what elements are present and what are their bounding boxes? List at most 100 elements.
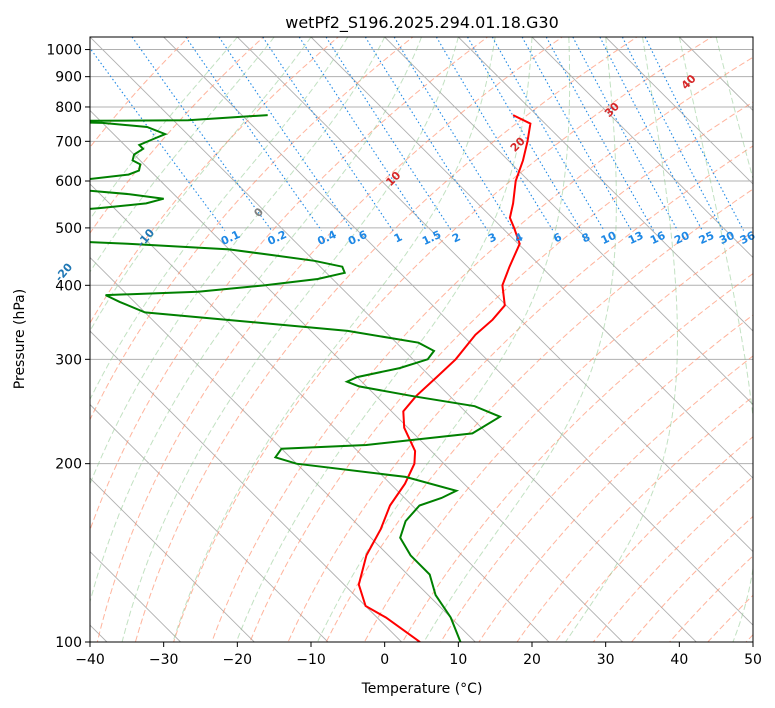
dry-adiabat [90, 37, 489, 532]
dewpoint-profile-line [90, 114, 503, 642]
dry-adiabat [90, 37, 190, 149]
isotherm [90, 183, 550, 642]
moist-adiabat [90, 37, 349, 401]
moist-adiabat [90, 37, 275, 273]
mixing-ratio-label: 1 [392, 230, 404, 245]
mixing-ratio-label: 4 [513, 230, 526, 245]
mixing-ratio-label: 8 [580, 230, 592, 245]
dry-adiabat [771, 35, 775, 656]
x-tick-label: −30 [149, 652, 179, 668]
background-lines [90, 35, 775, 656]
mixing-ratio-line [262, 37, 394, 231]
line-labels: -100-90-80-70-60-50-40-30-20-100.10.20.4… [52, 72, 758, 284]
moist-adiabat [317, 37, 571, 642]
dry-adiabat [90, 37, 265, 234]
dry-adiabat [592, 476, 753, 642]
mixing-ratio-label: 0.2 [266, 228, 289, 248]
y-tick-label: 500 [55, 221, 82, 237]
isotherm [237, 37, 753, 553]
isotherm [90, 109, 623, 642]
y-tick-label: 800 [55, 100, 82, 116]
isotherm [163, 37, 753, 626]
isotherm [752, 37, 753, 38]
mixing-ratio-line [599, 37, 703, 231]
dry-adiabat [630, 515, 753, 642]
moist-adiabat-label: 40 [679, 72, 699, 92]
dry-adiabat [325, 188, 753, 642]
x-axis: −40 −30 −20 −10 0 10 20 30 40 50 [75, 642, 762, 668]
x-tick-label: 40 [670, 652, 688, 668]
mixing-ratio-label: 10 [599, 229, 619, 247]
mixing-ratio-line [572, 37, 679, 231]
y-tick-label: 1000 [46, 43, 82, 59]
isotherm [90, 403, 329, 642]
dry-adiabat [440, 314, 753, 642]
x-tick-label: 50 [744, 652, 762, 668]
moist-adiabat [90, 37, 312, 332]
moist-adiabat [678, 37, 753, 642]
mixing-ratio-label: 16 [648, 229, 668, 247]
moist-adiabat [715, 37, 753, 181]
dry-adiabat [401, 273, 753, 642]
mixing-ratio-label: 25 [697, 229, 716, 247]
x-tick-label: −20 [223, 652, 253, 668]
isotherm [384, 37, 753, 406]
dry-adiabat [173, 37, 713, 642]
isotherm [679, 37, 753, 112]
y-tick-label: 600 [55, 174, 82, 190]
mixing-ratio-line [435, 37, 554, 231]
isotherm [531, 37, 753, 259]
moist-adiabat [423, 37, 617, 642]
dry-adiabat [516, 395, 753, 642]
mixing-ratio-label: 0.1 [219, 228, 242, 248]
moist-adiabat [90, 37, 238, 221]
x-tick-label: −10 [296, 652, 326, 668]
dry-adiabat [134, 37, 638, 642]
mixing-ratio-label: 0.4 [315, 228, 338, 248]
dry-adiabat [363, 231, 753, 642]
moist-adiabat [565, 37, 678, 642]
moist-adiabat [121, 37, 459, 642]
isotherm [605, 37, 753, 185]
mixing-ratio-line [621, 37, 724, 231]
dry-adiabat [211, 56, 753, 642]
moist-adiabat [90, 37, 386, 486]
mixing-ratio-line [298, 37, 428, 231]
mixing-ratio-label: 36 [738, 229, 758, 247]
mixing-ratio-line [393, 37, 515, 231]
mixing-ratio-label: 2 [450, 230, 462, 245]
mixing-ratio-label: 20 [672, 229, 692, 247]
mixing-ratio-label: 6 [551, 230, 564, 245]
profile-series [90, 114, 532, 642]
mixing-ratio-label: 0.6 [346, 228, 369, 248]
dry-adiabat [96, 37, 564, 642]
y-tick-label: 100 [55, 635, 82, 651]
moist-adiabat [235, 37, 533, 642]
y-tick-label: 900 [55, 70, 82, 86]
dry-adiabat [707, 594, 753, 642]
mixing-ratio-line [491, 37, 605, 231]
mixing-ratio-line [325, 37, 452, 231]
mixing-ratio-label: 13 [626, 229, 645, 247]
dry-adiabat [249, 101, 753, 642]
dry-adiabat-label: -10 [134, 226, 157, 250]
dry-adiabat [287, 145, 753, 642]
x-tick-label: 30 [597, 652, 615, 668]
moist-adiabat [172, 37, 496, 642]
chart-title: wetPf2_S196.2025.294.01.18.G30 [285, 13, 559, 33]
dry-adiabat [90, 37, 414, 421]
moist-adiabat [90, 37, 422, 604]
y-tick-label: 200 [55, 457, 82, 473]
x-tick-label: 10 [449, 652, 467, 668]
mixing-ratio-line [131, 37, 273, 231]
plot-frame [89, 36, 754, 643]
isotherm [90, 477, 255, 642]
mixing-ratio-label: 3 [486, 230, 498, 245]
mixing-ratio-label: 1.5 [420, 228, 443, 248]
moist-adiabat-label: 30 [602, 100, 622, 120]
mixing-ratio-label: 30 [717, 229, 737, 247]
dry-adiabat [668, 555, 753, 642]
isotherm [90, 37, 697, 642]
mixing-ratio-line [644, 37, 745, 231]
